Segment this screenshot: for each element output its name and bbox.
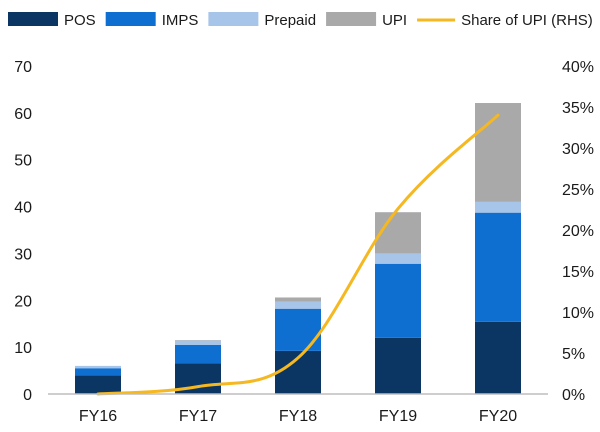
legend: POS IMPS Prepaid UPI Share of UPI (RHS) — [8, 12, 593, 29]
right-tick-label: 15% — [562, 264, 594, 281]
bar-imps — [175, 344, 221, 364]
legend-item-imps: IMPS — [105, 12, 199, 29]
left-tick-label: 60 — [14, 106, 32, 123]
x-tick-label: FY19 — [379, 408, 417, 425]
x-tick-label: FY17 — [179, 408, 217, 425]
legend-label: Prepaid — [264, 12, 316, 29]
line-share-of-upi-rhs — [96, 113, 500, 396]
bar-imps — [75, 368, 121, 376]
x-axis: FY16 FY17 FY18 FY19 FY20 — [48, 393, 548, 425]
bar-imps — [275, 308, 321, 351]
x-tick-label: FY18 — [279, 408, 317, 425]
left-axis: 0 10 20 30 40 50 60 70 — [14, 59, 32, 404]
right-tick-label: 35% — [562, 100, 594, 117]
legend-item-pos: POS — [8, 12, 96, 29]
bar-upi — [275, 297, 321, 302]
bar-prepaid — [475, 201, 521, 213]
right-axis: 0% 5% 10% 15% 20% 25% 30% 35% 40% — [562, 59, 594, 404]
right-tick-label: 5% — [562, 346, 585, 363]
legend-item-prepaid: Prepaid — [208, 12, 316, 29]
x-tick-label: FY16 — [79, 408, 117, 425]
bar-prepaid — [175, 340, 221, 345]
right-tick-label: 25% — [562, 182, 594, 199]
x-tick-label: FY20 — [479, 408, 517, 425]
right-tick-label: 40% — [562, 59, 594, 76]
right-tick-label: 20% — [562, 223, 594, 240]
left-tick-label: 50 — [14, 153, 32, 170]
right-tick-label: 10% — [562, 305, 594, 322]
bar-pos — [375, 337, 421, 394]
bar-upi — [475, 103, 521, 202]
line-layer — [96, 113, 500, 396]
bar-imps — [375, 263, 421, 338]
legend-swatch — [326, 12, 377, 26]
right-tick-label: 0% — [562, 387, 585, 404]
left-tick-label: 30 — [14, 246, 32, 263]
bar-upi — [375, 212, 421, 254]
bars — [75, 103, 521, 394]
legend-item-upi: UPI — [326, 12, 407, 29]
left-tick-label: 0 — [23, 387, 32, 404]
bar-imps — [475, 212, 521, 322]
left-tick-label: 10 — [14, 340, 32, 357]
legend-label: Share of UPI (RHS) — [461, 12, 593, 29]
left-tick-label: 20 — [14, 293, 32, 310]
legend-label: UPI — [382, 12, 407, 29]
legend-swatch — [8, 12, 58, 26]
legend-label: IMPS — [162, 12, 199, 29]
bar-prepaid — [375, 253, 421, 264]
bar-pos — [75, 375, 121, 394]
bar-prepaid — [75, 365, 121, 369]
legend-label: POS — [64, 12, 96, 29]
legend-swatch — [105, 12, 156, 26]
legend-item-share-of-upi-rhs: Share of UPI (RHS) — [417, 12, 593, 29]
legend-swatch — [208, 12, 259, 26]
right-tick-label: 30% — [562, 141, 594, 158]
left-tick-label: 70 — [14, 59, 32, 76]
bar-pos — [475, 321, 521, 394]
left-tick-label: 40 — [14, 200, 32, 217]
bar-prepaid — [275, 301, 321, 309]
